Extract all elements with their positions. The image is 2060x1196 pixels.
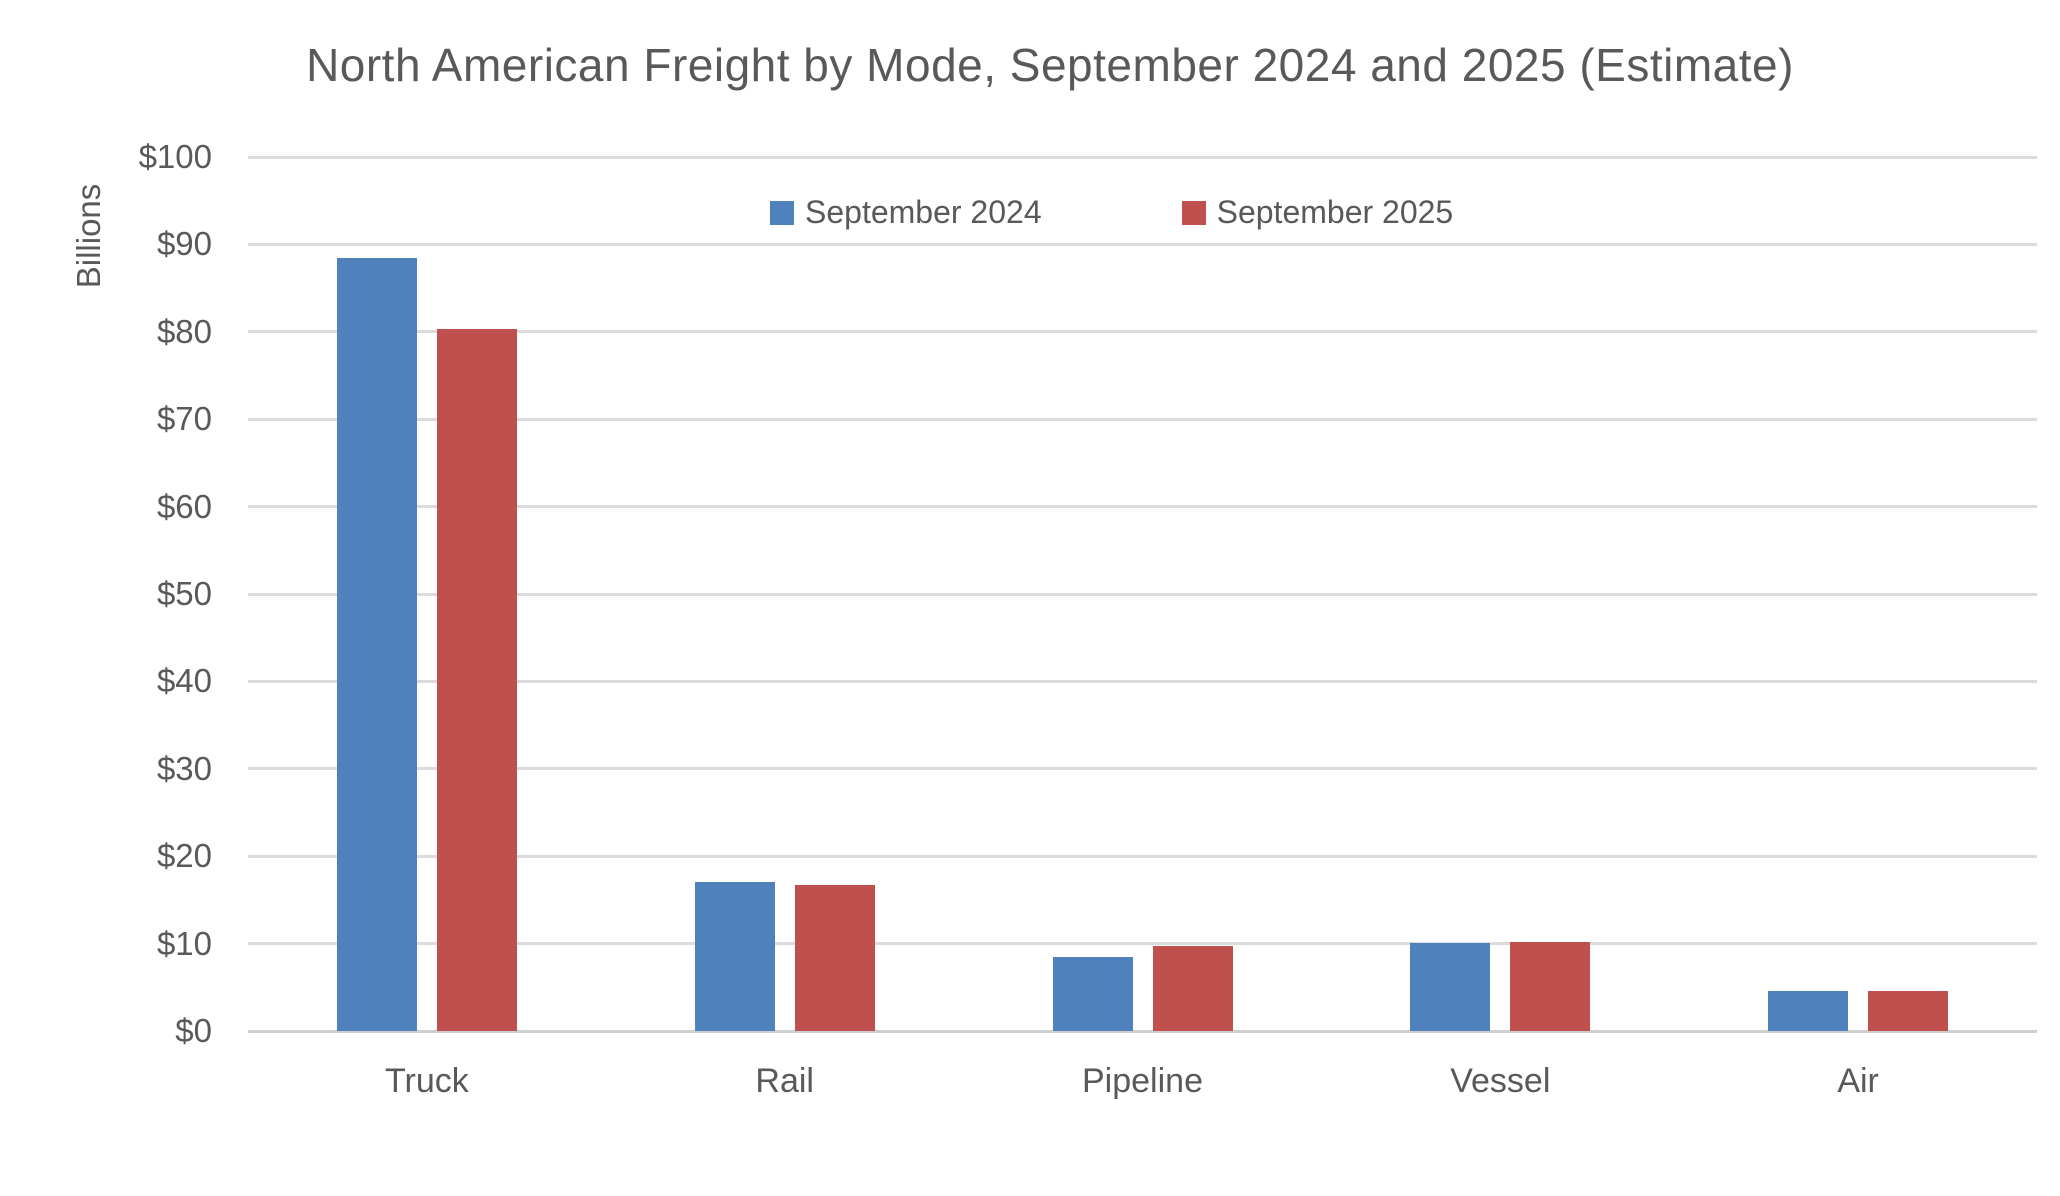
bar-september-2024-pipeline	[1052, 956, 1133, 1031]
gridline-20	[248, 854, 2037, 858]
x-tick-label-air: Air	[1837, 1062, 1879, 1100]
y-tick-label-50: $50	[156, 575, 212, 612]
y-tick-label-60: $60	[156, 487, 212, 525]
gridline-40	[248, 679, 2037, 683]
bar-september-2024-vessel	[1410, 942, 1491, 1031]
legend-swatch-september-2024	[770, 200, 794, 225]
gridline-100	[248, 155, 2037, 159]
gridline-80	[248, 330, 2037, 334]
x-tick-label-truck: Truck	[385, 1062, 469, 1100]
legend: September 2024 September 2025	[770, 194, 1453, 231]
bar-september-2025-air	[1868, 990, 1949, 1031]
bar-september-2024-air	[1768, 990, 1849, 1031]
x-tick-label-pipeline: Pipeline	[1082, 1062, 1203, 1100]
y-tick-label-90: $90	[156, 225, 212, 263]
bar-september-2025-rail	[794, 885, 875, 1031]
y-tick-label-10: $10	[156, 924, 212, 962]
legend-label-september-2024: September 2024	[805, 194, 1042, 230]
gridline-30	[248, 767, 2037, 771]
y-tick-label-40: $40	[156, 662, 212, 700]
gridline-90	[248, 242, 2037, 246]
y-tick-label-0: $0	[175, 1012, 212, 1049]
x-tick-label-rail: Rail	[755, 1062, 814, 1100]
bar-september-2025-vessel	[1510, 941, 1591, 1031]
y-tick-label-100: $100	[138, 138, 212, 175]
y-tick-label-20: $20	[156, 837, 212, 875]
legend-swatch-september-2025	[1181, 200, 1206, 225]
y-tick-label-80: $80	[156, 312, 212, 350]
gridline-70	[248, 417, 2037, 421]
bar-september-2024-truck	[336, 257, 417, 1031]
bar-september-2024-rail	[694, 881, 775, 1031]
bar-september-2025-pipeline	[1152, 946, 1233, 1031]
y-tick-label-70: $70	[156, 400, 212, 438]
y-tick-label-30: $30	[156, 749, 212, 787]
gridline-60	[248, 505, 2037, 509]
bar-september-2025-truck	[436, 329, 517, 1031]
legend-item-september-2024: September 2024	[770, 194, 1042, 231]
x-axis-line	[248, 1029, 2037, 1033]
legend-label-september-2025: September 2025	[1216, 194, 1454, 230]
chart-title: North American Freight by Mode, Septembe…	[306, 39, 1794, 91]
gridline-10	[248, 942, 2037, 946]
gridline-50	[248, 592, 2037, 596]
x-tick-label-vessel: Vessel	[1450, 1062, 1551, 1100]
legend-item-september-2025: September 2025	[1181, 194, 1454, 231]
